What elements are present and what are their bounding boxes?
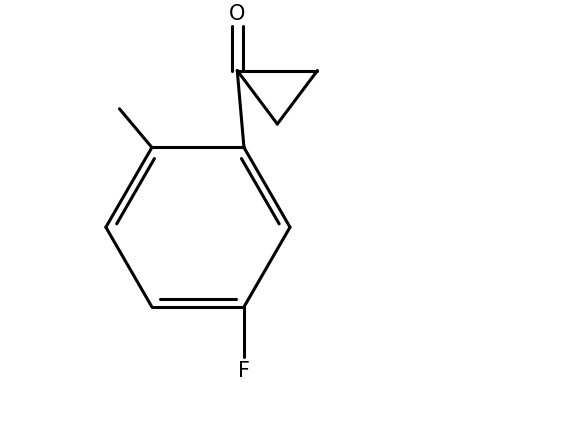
- Text: O: O: [229, 4, 245, 24]
- Text: F: F: [238, 361, 250, 380]
